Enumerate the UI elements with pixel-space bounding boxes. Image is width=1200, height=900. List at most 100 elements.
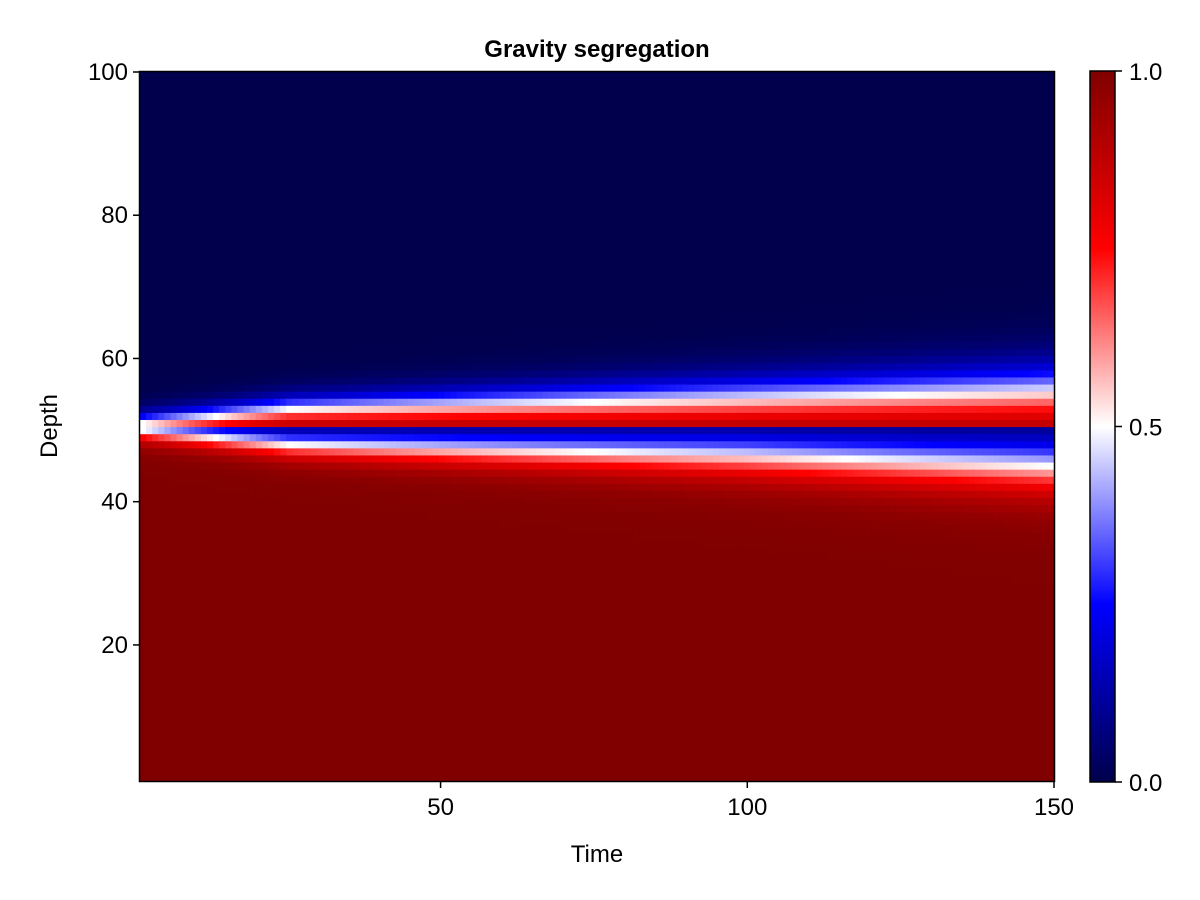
heatmap-cell <box>633 376 641 385</box>
heatmap-cell <box>670 341 677 350</box>
heatmap-cell <box>493 348 501 357</box>
heatmap-cell <box>146 72 153 378</box>
heatmap-cell <box>694 320 702 328</box>
heatmap-cell <box>280 391 287 399</box>
heatmap-cell <box>371 454 379 463</box>
heatmap-cell <box>1005 561 1012 576</box>
heatmap-cell <box>895 412 903 421</box>
heatmap-cell <box>871 461 878 470</box>
heatmap-cell <box>700 504 708 513</box>
heatmap-cell <box>974 362 982 371</box>
heatmap-cell <box>791 72 799 293</box>
heatmap-cell <box>779 313 787 321</box>
heatmap-cell <box>176 483 184 782</box>
heatmap-cell <box>676 419 683 428</box>
heatmap-cell <box>505 490 513 498</box>
heatmap-cell <box>627 341 635 350</box>
heatmap-cell <box>731 412 738 421</box>
heatmap-cell <box>249 440 257 449</box>
heatmap-cell <box>938 490 945 498</box>
heatmap-cell <box>731 327 738 335</box>
heatmap-cell <box>877 398 884 406</box>
heatmap-cell <box>621 369 629 378</box>
heatmap-cell <box>1029 490 1037 498</box>
heatmap-cell <box>1023 334 1031 343</box>
heatmap-cell <box>225 419 232 428</box>
heatmap-cell <box>749 447 757 456</box>
heatmap-cell <box>1017 341 1025 350</box>
heatmap-cell <box>176 469 184 477</box>
heatmap-cell <box>1041 490 1049 498</box>
heatmap-cell <box>146 476 153 782</box>
heatmap-cell <box>968 369 976 378</box>
heatmap-cell <box>779 483 787 491</box>
heatmap-cell <box>670 454 677 463</box>
heatmap-cell <box>353 419 360 428</box>
heatmap-cell <box>365 405 373 413</box>
heatmap-cell <box>1035 362 1043 371</box>
heatmap-cell <box>444 454 452 463</box>
heatmap-cell <box>737 469 744 477</box>
heatmap-cell <box>456 454 464 463</box>
heatmap-cell <box>597 405 604 413</box>
heatmap-cell <box>383 483 391 491</box>
heatmap-cell <box>682 72 689 307</box>
heatmap-cell <box>353 362 360 371</box>
heatmap-cell <box>414 461 421 470</box>
heatmap-cell <box>207 433 214 442</box>
heatmap-cell <box>791 362 799 371</box>
heatmap-cell <box>676 511 683 520</box>
heatmap-cell <box>529 461 537 470</box>
heatmap-cell <box>785 433 793 442</box>
heatmap-cell <box>292 461 300 470</box>
heatmap-cell <box>852 561 860 782</box>
heatmap-cell <box>371 469 379 477</box>
heatmap-cell <box>597 490 604 498</box>
heatmap-cell <box>968 405 976 413</box>
heatmap-cell <box>1041 525 1049 534</box>
heatmap-cell <box>974 298 982 307</box>
heatmap-cell <box>322 412 330 421</box>
heatmap-cell <box>944 469 952 477</box>
heatmap-cell <box>298 362 306 371</box>
heatmap-cell <box>859 369 866 378</box>
heatmap-cell <box>359 341 367 350</box>
heatmap-cell <box>377 341 385 350</box>
heatmap-cell <box>347 369 354 378</box>
heatmap-cell <box>737 320 744 328</box>
heatmap-cell <box>633 469 641 477</box>
heatmap-cell <box>980 575 988 782</box>
heatmap-cell <box>438 398 446 406</box>
heatmap-cell <box>974 405 982 413</box>
heatmap-cell <box>316 376 324 385</box>
heatmap-cell <box>919 497 927 506</box>
heatmap-cell <box>840 426 848 435</box>
heatmap-cell <box>505 426 513 435</box>
heatmap-cell <box>426 476 434 484</box>
heatmap-cell <box>456 461 464 470</box>
heatmap-cell <box>170 433 178 442</box>
heatmap-cell <box>932 362 939 371</box>
heatmap-cell <box>481 355 488 364</box>
heatmap-cell <box>176 391 184 399</box>
heatmap-cell <box>822 369 830 378</box>
heatmap-cell <box>414 440 421 449</box>
heatmap-cell <box>566 320 574 335</box>
heatmap-cell <box>432 419 440 428</box>
heatmap-cell <box>785 454 793 463</box>
heatmap-cell <box>974 313 982 321</box>
heatmap-cell <box>420 504 427 513</box>
heatmap-cell <box>755 547 763 782</box>
heatmap-cell <box>761 461 769 470</box>
heatmap-cell <box>865 511 872 520</box>
heatmap-cell <box>883 391 891 399</box>
heatmap-cell <box>731 72 738 300</box>
heatmap-cell <box>718 376 726 385</box>
heatmap-cell <box>237 72 245 357</box>
heatmap-cell <box>926 518 933 527</box>
heatmap-cell <box>773 490 781 498</box>
heatmap-cell <box>261 383 269 392</box>
heatmap-cell <box>938 298 945 307</box>
heatmap-cell <box>432 334 440 343</box>
heatmap-cell <box>968 461 976 470</box>
